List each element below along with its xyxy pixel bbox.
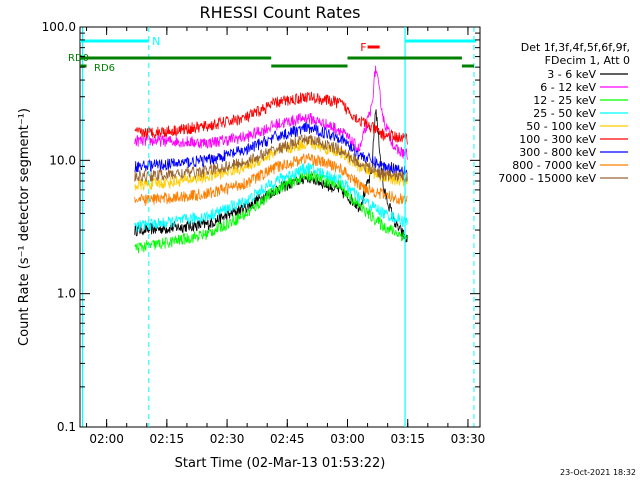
- legend-label-2: 6 - 12 keV: [540, 81, 596, 94]
- x-axis-label: Start Time (02-Mar-13 01:53:22): [175, 456, 386, 471]
- y-tick-label: 0.1: [57, 420, 76, 434]
- series-line-5: [134, 139, 408, 192]
- y-tick-label: 10.0: [49, 153, 76, 167]
- y-tick-label: 1.0: [57, 287, 76, 301]
- y-axis-label: Count Rate (s⁻¹ detector segment⁻¹): [17, 108, 32, 346]
- annotation-layer: N F RD0 RD6: [68, 27, 476, 427]
- series-line-3: [134, 169, 408, 254]
- plot-frame: [79, 26, 481, 428]
- data-layer: [134, 65, 408, 254]
- y-tick-label: 100.0: [42, 20, 76, 34]
- legend-label-6: 100 - 300 keV: [519, 133, 596, 146]
- flare-label: F: [360, 41, 366, 54]
- x-tick-label: 03:00: [330, 432, 365, 446]
- legend-header-line-1: Det 1f,3f,4f,5f,6f,9f,: [521, 41, 630, 54]
- legend-label-3: 12 - 25 keV: [533, 94, 596, 107]
- legend-label-1: 3 - 6 keV: [547, 68, 596, 81]
- series-line-4: [134, 162, 408, 232]
- x-tick-label: 03:30: [451, 432, 486, 446]
- series-line-1: [134, 109, 408, 243]
- axes-layer: 02:00 02:15 02:30 02:45 03:00 03:15 03:30 0.1 1.…: [42, 20, 486, 446]
- legend-label-5: 50 - 100 keV: [526, 120, 596, 133]
- series-line-7: [134, 121, 408, 176]
- x-tick-label: 02:15: [150, 432, 185, 446]
- rd6-label: RD6: [94, 63, 115, 74]
- series-line-6: [134, 91, 408, 145]
- timestamp-text: 23-Oct-2021 18:32: [560, 468, 636, 477]
- series-line-8: [134, 152, 408, 206]
- series-line-9: [134, 134, 408, 183]
- legend: Det 1f,3f,4f,5f,6f,9f, FDecim 1, Att 0 3…: [498, 41, 630, 185]
- x-tick-label: 02:30: [210, 432, 245, 446]
- series-line-2: [134, 65, 408, 160]
- legend-label-7: 300 - 800 keV: [519, 146, 596, 159]
- x-tick-label: 02:00: [89, 432, 124, 446]
- legend-label-4: 25 - 50 keV: [533, 107, 596, 120]
- x-tick-label: 02:45: [270, 432, 305, 446]
- night-label: N: [152, 35, 160, 48]
- chart-title: RHESSI Count Rates: [200, 3, 361, 22]
- legend-header-line-2: FDecim 1, Att 0: [545, 54, 630, 67]
- legend-label-8: 800 - 7000 keV: [512, 159, 596, 172]
- rd0-label: RD0: [68, 53, 89, 64]
- x-tick-label: 03:15: [390, 432, 425, 446]
- legend-label-9: 7000 - 15000 keV: [498, 172, 596, 185]
